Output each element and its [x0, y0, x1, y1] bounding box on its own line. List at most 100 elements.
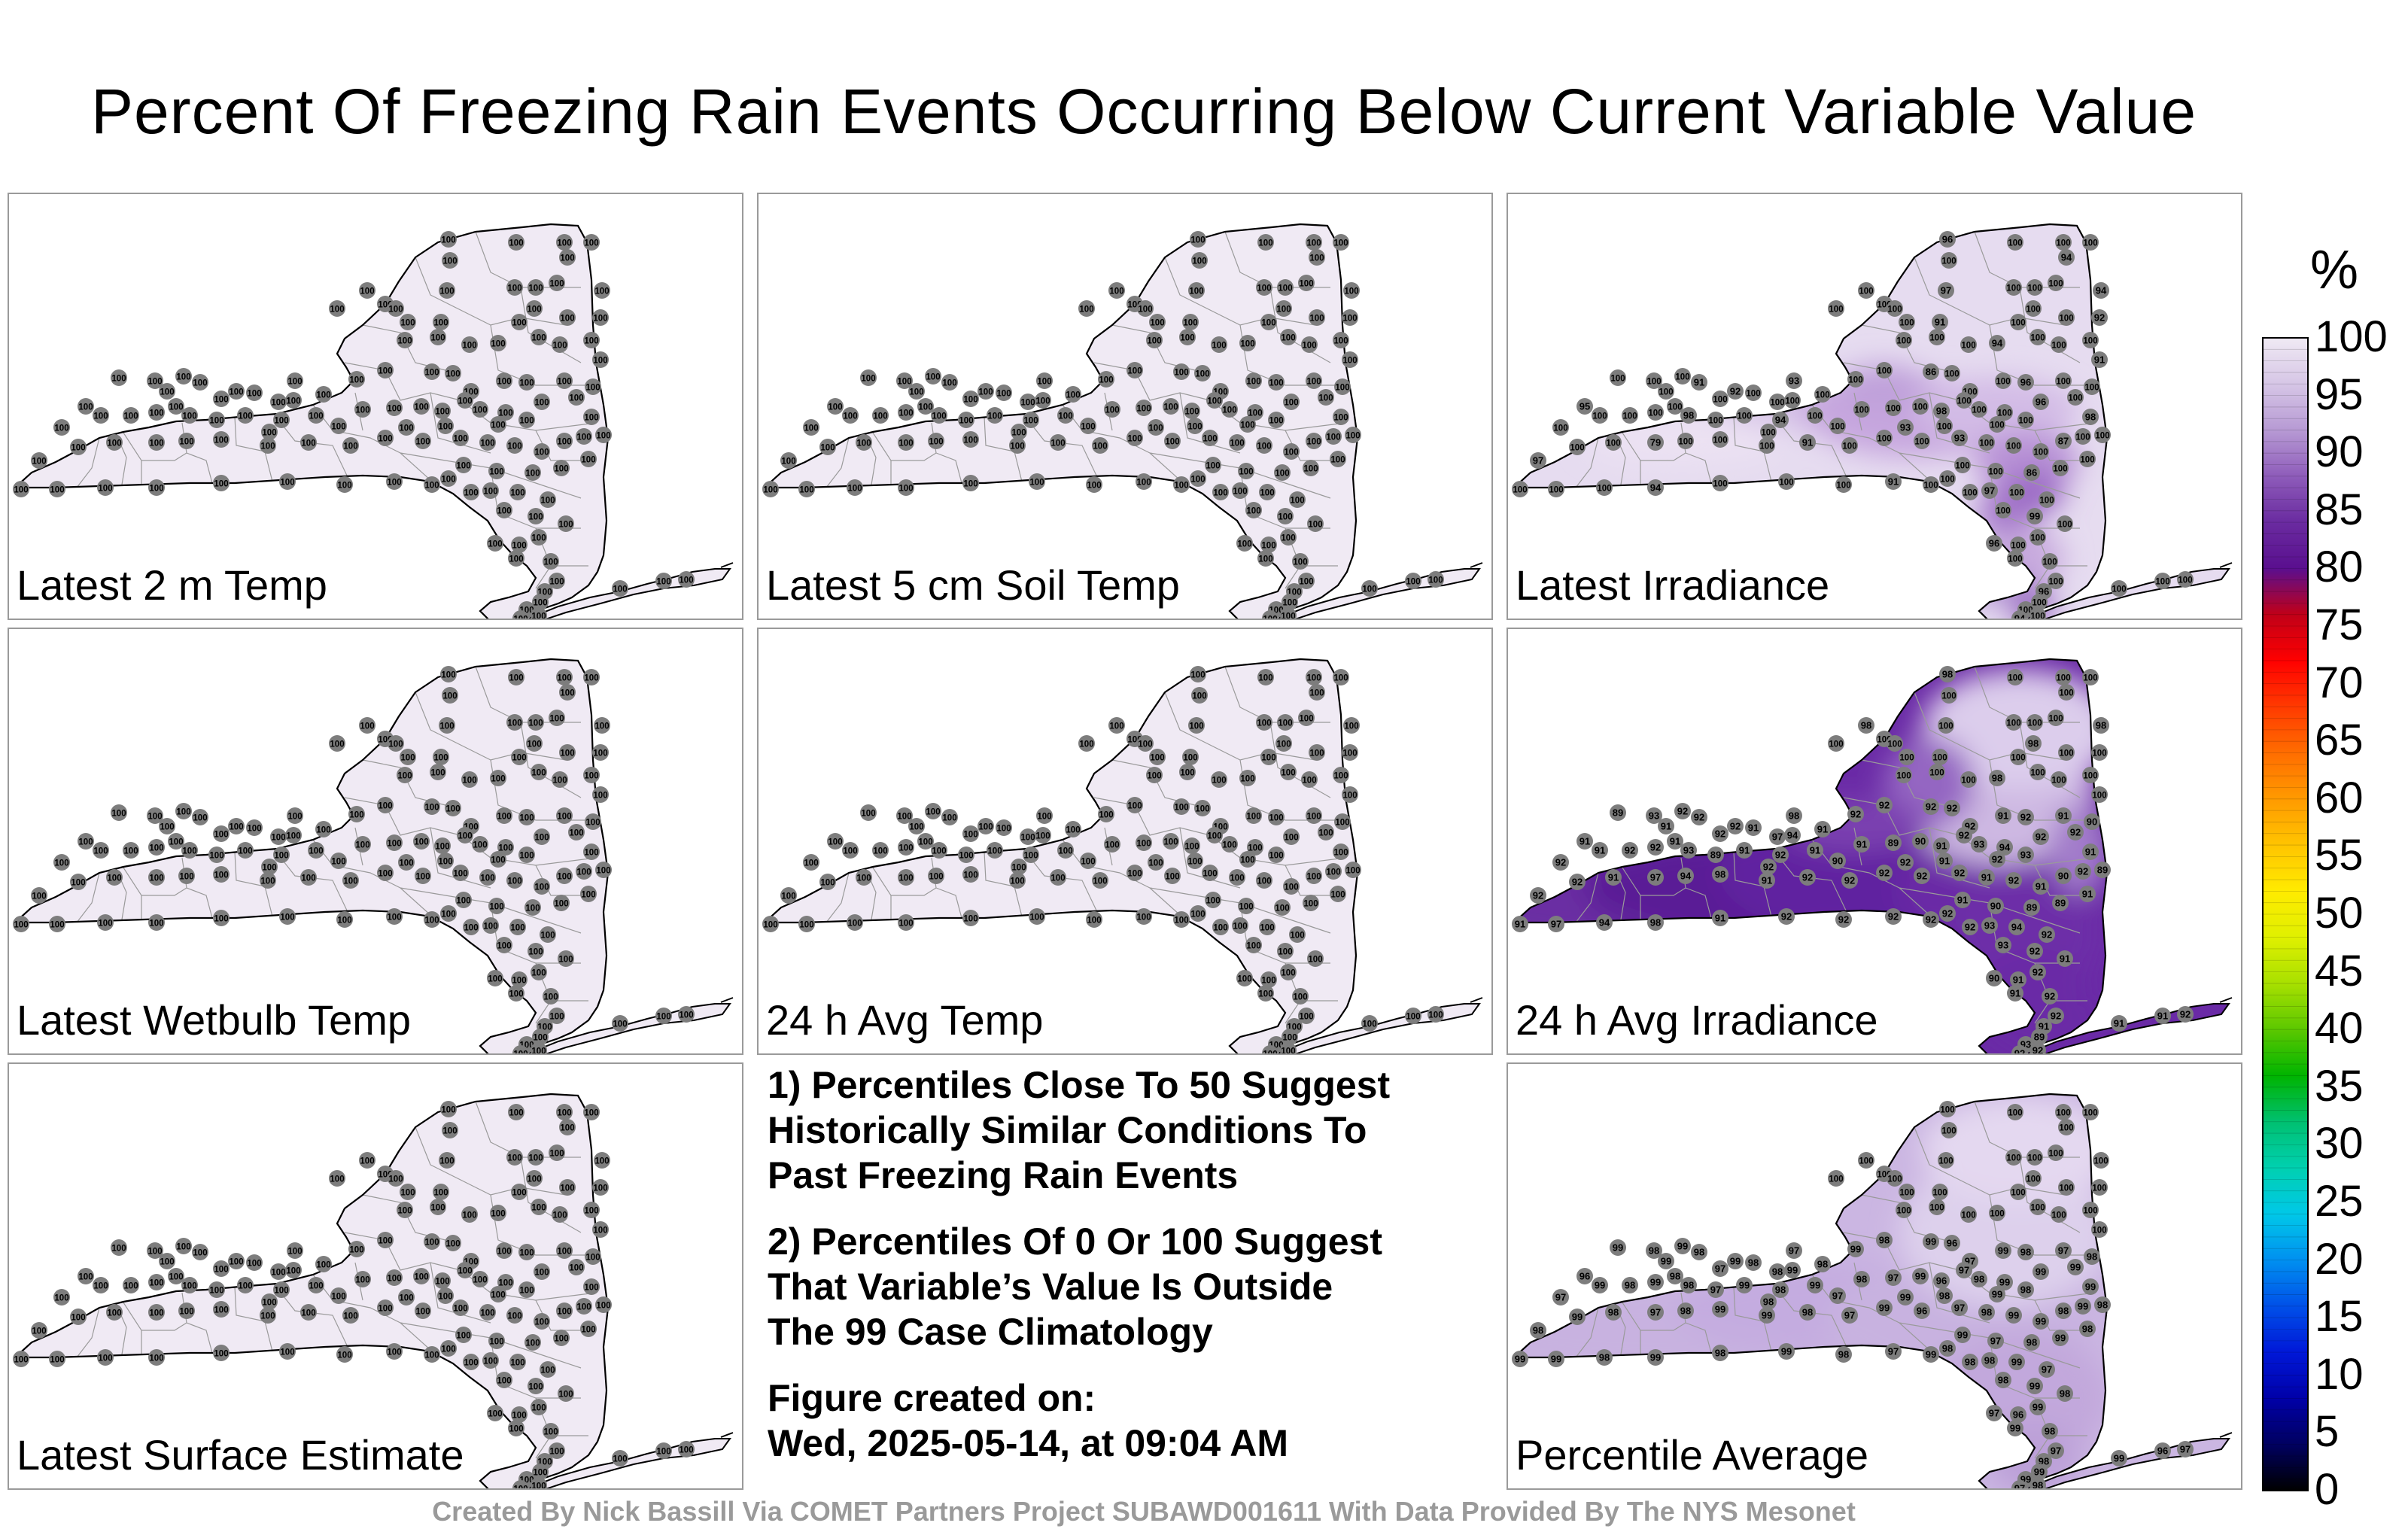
station-value: 100: [1302, 342, 1316, 351]
station-marker: [1896, 332, 1912, 348]
station-value: 96: [1936, 1275, 1947, 1287]
station-marker: [49, 1351, 65, 1367]
station-marker: [1951, 865, 1968, 881]
station-marker: [398, 1289, 415, 1306]
station-value: 100: [2030, 769, 2045, 778]
station-marker: [2094, 427, 2111, 443]
station-marker: [1282, 594, 1298, 610]
station-marker: [1929, 764, 1945, 780]
station-value: 100: [430, 334, 445, 343]
station-marker: [1828, 735, 1844, 752]
station-value: 100: [1990, 421, 2004, 430]
station-value: 100: [1808, 412, 1822, 421]
station-marker: [1677, 868, 1694, 884]
station-value: 92: [1947, 803, 1957, 814]
station-value: 100: [107, 439, 121, 448]
station-marker: [559, 744, 576, 761]
station-value: 100: [2030, 1204, 2045, 1213]
station-value: 100: [32, 1327, 46, 1336]
station-marker: [1280, 1042, 1297, 1053]
station-value: 100: [400, 319, 415, 328]
station-value: 100: [2008, 1109, 2022, 1118]
station-marker: [2094, 862, 2111, 878]
station-marker: [1876, 865, 1893, 881]
station-marker: [1275, 735, 1292, 752]
station-value: 100: [593, 357, 607, 366]
station-marker: [2048, 1144, 2064, 1161]
station-value: 100: [330, 740, 344, 749]
station-value: 100: [1785, 397, 1799, 406]
station-value: 100: [316, 391, 330, 400]
station-value: 87: [2058, 436, 2069, 447]
station-value: 100: [1887, 305, 1902, 315]
station-marker: [558, 950, 574, 967]
station-marker: [148, 1349, 165, 1366]
station-value: 91: [2082, 889, 2093, 900]
station-marker: [1680, 842, 1697, 859]
station-marker: [482, 917, 499, 934]
station-marker: [273, 847, 290, 863]
station-value: 100: [1276, 740, 1291, 749]
station-marker: [497, 404, 514, 421]
island-tip: [720, 1432, 734, 1438]
station-marker: [1939, 1340, 1956, 1357]
station-marker: [1548, 916, 1564, 932]
station-value: 100: [1207, 397, 1221, 406]
station-marker: [595, 1296, 612, 1313]
station-marker: [2023, 464, 2040, 481]
station-value: 97: [2180, 1444, 2191, 1455]
station-marker: [1896, 767, 1912, 783]
station-value: 100: [1258, 239, 1272, 248]
station-value: 100: [388, 305, 403, 315]
station-marker: [1036, 807, 1053, 824]
station-value: 100: [1923, 482, 1938, 491]
station-marker: [655, 1442, 672, 1459]
station-value: 100: [1240, 856, 1254, 865]
station-value: 100: [1335, 819, 1349, 828]
station-value: 100: [1284, 834, 1298, 843]
station-value: 100: [50, 921, 64, 930]
station-marker: [531, 964, 547, 980]
station-value: 100: [1275, 904, 1289, 913]
station-value: 100: [1257, 442, 1271, 451]
station-value: 93: [1789, 375, 1799, 387]
station-value: 100: [414, 403, 428, 412]
station-marker: [1971, 401, 1987, 418]
station-marker: [147, 807, 163, 824]
station-value: 100: [534, 883, 549, 892]
station-value: 100: [1553, 424, 1567, 433]
station-marker: [457, 392, 473, 409]
station-marker: [528, 1378, 544, 1394]
station-marker: [1858, 717, 1874, 734]
station-value: 100: [1269, 379, 1283, 388]
station-value: 99: [2034, 1467, 2045, 1478]
station-value: 98: [1942, 1343, 1953, 1354]
station-marker: [2058, 1119, 2075, 1135]
note-line: 1) Percentiles Close To 50 Suggest: [768, 1064, 1391, 1106]
station-marker: [178, 868, 195, 884]
station-marker: [2008, 484, 2025, 500]
station-value: 99: [1998, 1245, 2008, 1257]
station-marker: [270, 828, 287, 845]
station-marker: [2010, 536, 2026, 553]
station-value: 100: [594, 287, 609, 296]
station-value: 100: [1979, 439, 1993, 448]
station-marker: [592, 744, 609, 761]
station-marker: [1173, 911, 1190, 928]
county-line: [1914, 257, 2066, 326]
station-marker: [1333, 234, 1349, 251]
station-marker: [1036, 372, 1053, 389]
station-marker: [526, 300, 543, 317]
station-marker: [1260, 749, 1277, 765]
station-marker: [2084, 1248, 2100, 1265]
station-marker: [2025, 735, 2042, 752]
station-value: 100: [1222, 841, 1236, 850]
station-marker: [1126, 797, 1143, 813]
station-marker: [583, 332, 600, 348]
station-value: 100: [1087, 482, 1101, 491]
station-marker: [1784, 827, 1801, 843]
station-marker: [1576, 398, 1593, 415]
station-marker: [1211, 771, 1227, 788]
station-marker: [93, 407, 109, 424]
